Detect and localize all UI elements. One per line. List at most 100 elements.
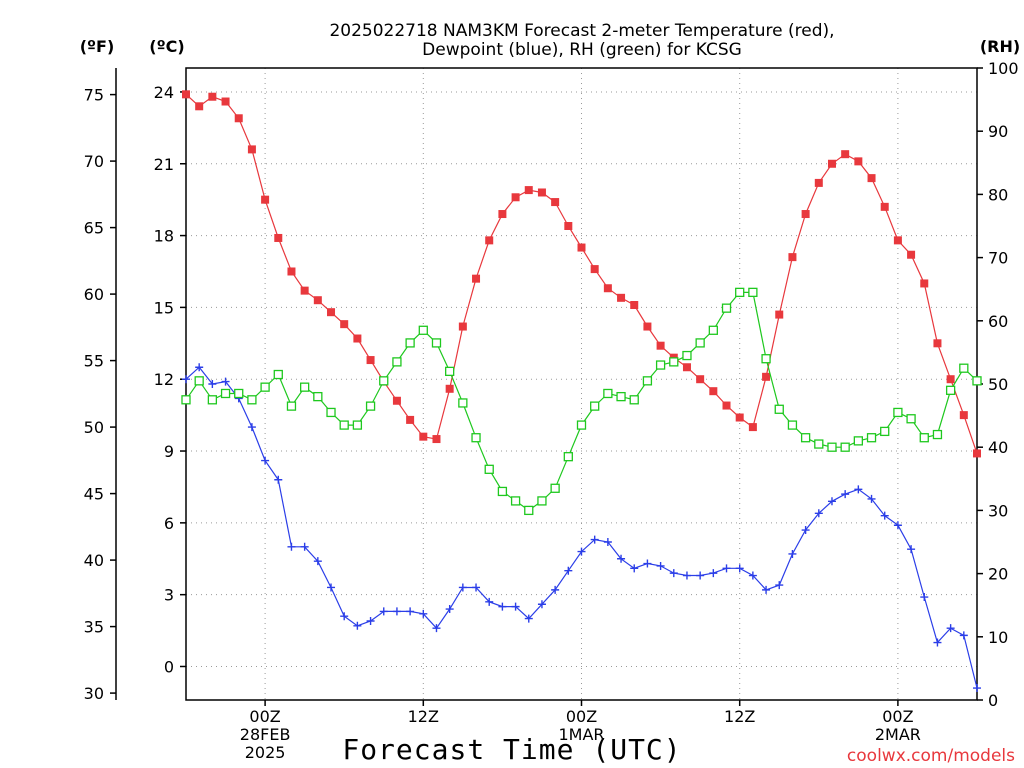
temperature-point: [682, 363, 691, 372]
rh-point: [853, 436, 863, 446]
rh-point: [207, 395, 218, 405]
rh-tick-label: 60: [988, 312, 1008, 331]
rh-point: [959, 363, 969, 373]
temperature-point: [313, 296, 322, 305]
rh-point: [616, 391, 626, 402]
rh-point: [537, 496, 547, 506]
rh-tick-label: 40: [988, 438, 1008, 457]
dewpoint-point: [406, 607, 415, 616]
temperature-point: [696, 375, 705, 384]
dewpoint-point: [827, 497, 836, 506]
rh-point: [945, 385, 956, 395]
temperature-point: [722, 401, 731, 410]
rh-point: [497, 486, 508, 497]
x-tick-label: 12Z: [724, 707, 755, 726]
rh-tick-label: 50: [988, 375, 1008, 394]
temperature-point: [366, 356, 375, 365]
temperature-point: [511, 193, 520, 202]
rh-point: [735, 287, 745, 298]
fahrenheit-tick-label: 50: [84, 418, 104, 437]
rh-point: [880, 426, 890, 437]
temperature-point: [524, 186, 533, 195]
x-tick-label: 00Z: [566, 707, 597, 726]
dewpoint-point: [775, 581, 784, 590]
temperature-point: [748, 423, 757, 432]
rh-point: [510, 496, 521, 506]
celsius-tick-label: 3: [164, 586, 174, 605]
dewpoint-point: [735, 564, 744, 573]
series-rh: [181, 287, 982, 516]
dewpoint-point: [208, 380, 217, 388]
temperature-point: [801, 210, 810, 219]
rh-point: [247, 395, 257, 405]
rh-point: [524, 505, 534, 516]
temperature-point: [907, 250, 916, 259]
rh-point: [220, 388, 231, 399]
x-tick-label: 12Z: [408, 707, 439, 726]
temperature-point: [182, 90, 190, 99]
dewpoint-point: [419, 609, 428, 618]
rh-point: [299, 382, 310, 392]
temperature-point: [880, 202, 889, 211]
dewpoint-point: [748, 571, 757, 580]
temperature-point: [656, 341, 665, 350]
dewpoint-point: [366, 617, 375, 625]
dewpoint-point: [261, 456, 270, 465]
temperature-point: [551, 198, 560, 207]
rh-point: [405, 338, 415, 348]
rh-point: [365, 401, 376, 411]
rh-point: [576, 420, 587, 430]
temperature-point: [735, 413, 744, 422]
rh-point: [418, 325, 428, 335]
temperature-point: [946, 375, 955, 384]
dewpoint-point: [933, 638, 942, 647]
x-tick-label: 00Z: [249, 707, 280, 726]
title-line-1: 2025022718 NAM3KM Forecast 2-meter Tempe…: [329, 21, 834, 41]
fahrenheit-tick-label: 35: [84, 618, 104, 637]
series-dewpoint: [182, 363, 981, 693]
dewpoint-point: [327, 583, 336, 592]
axes: 30 35 40 45 50 55 60 65 70 75 0 3 6 9 12 15 18 21 24 0 10 20 3…: [84, 59, 1019, 762]
rh-point: [629, 395, 639, 405]
fahrenheit-tick-label: 45: [84, 485, 104, 504]
rh-point: [339, 420, 349, 430]
x-axis-title: Forecast Time (UTC): [342, 733, 681, 766]
dewpoint-point: [182, 375, 190, 384]
rh-tick-label: 70: [988, 249, 1008, 268]
temperature-point: [762, 372, 771, 381]
rh-point: [458, 398, 468, 408]
dewpoint-point: [340, 612, 349, 621]
temperature-point: [327, 308, 336, 317]
temperature-point: [564, 222, 573, 230]
temperature-point: [458, 322, 467, 331]
dewpoint-point: [221, 377, 230, 386]
rh-tick-label: 90: [988, 122, 1008, 141]
rh-point: [814, 439, 824, 449]
celsius-tick-label: 21: [154, 155, 174, 174]
dewpoint-point: [485, 597, 494, 606]
temperature-point: [788, 253, 797, 262]
rh-point: [352, 420, 363, 430]
dewpoint-point: [498, 602, 507, 611]
temperature-point: [590, 265, 599, 274]
dewpoint-point: [590, 535, 599, 544]
rh-tick-label: 0: [988, 691, 998, 710]
dewpoint-point: [907, 545, 916, 554]
rh-point: [642, 376, 653, 386]
temperature-point: [419, 432, 428, 441]
temperature-point: [854, 157, 863, 166]
temperature-point: [775, 310, 784, 319]
dewpoint-point: [893, 521, 902, 530]
dewpoint-point: [353, 621, 362, 630]
dewpoint-point: [709, 569, 718, 578]
dewpoint-point: [392, 607, 401, 616]
series-temperature: [182, 90, 981, 458]
dewpoint-point: [920, 593, 929, 602]
temperature-point: [485, 236, 494, 245]
rh-point: [484, 464, 494, 474]
temperature-point: [867, 174, 876, 183]
rh-point: [590, 401, 600, 411]
grid-lines: [186, 68, 977, 700]
dewpoint-line: [185, 366, 978, 689]
rh-point: [919, 433, 929, 443]
